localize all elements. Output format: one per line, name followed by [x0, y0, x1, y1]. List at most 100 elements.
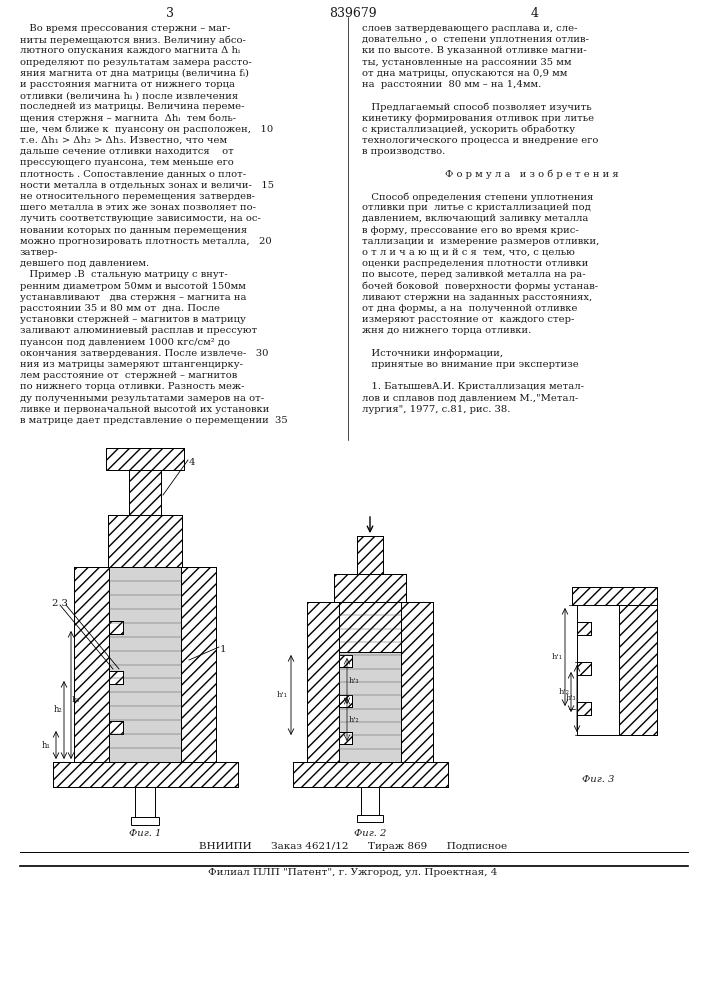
Text: девшего под давлением.: девшего под давлением. [20, 259, 149, 268]
Bar [293, 762, 448, 787]
Bar [109, 671, 123, 684]
Bar [181, 567, 216, 762]
Bar [109, 567, 181, 762]
Text: лов и сплавов под давлением М.,"Метал-: лов и сплавов под давлением М.,"Метал- [362, 394, 578, 403]
Text: ВНИИПИ      Заказ 4621/12      Тираж 869      Подписное: ВНИИПИ Заказ 4621/12 Тираж 869 Подписное [199, 842, 507, 851]
Text: технологического процесса и внедрение его: технологического процесса и внедрение ег… [362, 136, 598, 145]
Text: т.е. Δh₁ > Δh₂ > Δh₃. Известно, что чем: т.е. Δh₁ > Δh₂ > Δh₃. Известно, что чем [20, 136, 227, 145]
Text: лем расстояние от  стержней – магнитов: лем расстояние от стержней – магнитов [20, 371, 238, 380]
Bar [53, 762, 238, 787]
Text: не относительного перемещения затвердев-: не относительного перемещения затвердев- [20, 192, 255, 201]
Bar [181, 567, 216, 762]
Bar [109, 721, 123, 734]
Text: лургия", 1977, с.81, рис. 38.: лургия", 1977, с.81, рис. 38. [362, 405, 510, 414]
Bar [109, 671, 123, 684]
Text: слоев затвердевающего расплава и, сле-: слоев затвердевающего расплава и, сле- [362, 24, 578, 33]
Text: бочей боковой  поверхности формы устанав-: бочей боковой поверхности формы устанав- [362, 282, 598, 291]
Bar [572, 587, 657, 605]
Text: h'₁: h'₁ [552, 653, 563, 661]
Bar [401, 602, 433, 762]
Bar [135, 787, 155, 817]
Text: Фиг. 3: Фиг. 3 [582, 775, 614, 784]
Bar [577, 702, 591, 715]
Text: лютного опускания каждого магнита Δ hᵢ: лютного опускания каждого магнита Δ hᵢ [20, 46, 240, 55]
Text: принятые во внимание при экспертизе: принятые во внимание при экспертизе [362, 360, 579, 369]
Text: шего металла в этих же зонах позволяет по-: шего металла в этих же зонах позволяет п… [20, 203, 256, 212]
Bar [109, 721, 123, 734]
Text: щения стержня – магнита  Δhᵢ  тем боль-: щения стержня – магнита Δhᵢ тем боль- [20, 114, 236, 123]
Text: дальше сечение отливки находится    от: дальше сечение отливки находится от [20, 147, 234, 156]
Text: кинетику формирования отливок при литье: кинетику формирования отливок при литье [362, 114, 594, 123]
Text: ше, чем ближе к  пуансону он расположен,   10: ше, чем ближе к пуансону он расположен, … [20, 125, 273, 134]
Bar [108, 515, 182, 567]
Text: 4: 4 [531, 7, 539, 20]
Bar [577, 702, 591, 715]
Text: жня до нижнего торца отливки.: жня до нижнего торца отливки. [362, 326, 531, 335]
Text: ния из матрицы замеряют штангенцирку-: ния из матрицы замеряют штангенцирку- [20, 360, 243, 369]
Bar [577, 622, 591, 635]
Text: устанавливают   два стержня – магнита на: устанавливают два стержня – магнита на [20, 293, 247, 302]
Bar [131, 817, 159, 825]
Bar [339, 695, 352, 707]
Text: Фиг. 2: Фиг. 2 [354, 829, 386, 838]
Bar [577, 662, 591, 675]
Text: последней из матрицы. Величина переме-: последней из матрицы. Величина переме- [20, 102, 245, 111]
Text: окончания затвердевания. После извлече-   30: окончания затвердевания. После извлече- … [20, 349, 269, 358]
Text: h'₁: h'₁ [277, 691, 288, 699]
Bar [572, 587, 657, 605]
Text: в матрице дает представление о перемещении  35: в матрице дает представление о перемещен… [20, 416, 288, 425]
Text: Пример .В  стальную матрицу с внут-: Пример .В стальную матрицу с внут- [20, 270, 228, 279]
Bar [334, 574, 406, 602]
Text: с кристаллизацией, ускорить обработку: с кристаллизацией, ускорить обработку [362, 125, 575, 134]
Bar [577, 622, 591, 635]
Text: Во время прессования стержни – маг-: Во время прессования стержни – маг- [20, 24, 230, 33]
Text: h₁: h₁ [42, 740, 51, 750]
Text: h'₃: h'₃ [349, 677, 359, 685]
Bar [129, 470, 161, 515]
Text: ливают стержни на заданных расстояниях,: ливают стержни на заданных расстояниях, [362, 293, 592, 302]
Bar [339, 602, 401, 762]
Text: затвер-: затвер- [20, 248, 59, 257]
Bar [129, 470, 161, 515]
Text: лучить соответствующие зависимости, на ос-: лучить соответствующие зависимости, на о… [20, 214, 261, 223]
Text: установки стержней – магнитов в матрицу: установки стержней – магнитов в матрицу [20, 315, 246, 324]
Text: яния магнита от дна матрицы (величина fᵢ): яния магнита от дна матрицы (величина fᵢ… [20, 69, 249, 78]
Text: ности металла в отдельных зонах и величи-   15: ности металла в отдельных зонах и величи… [20, 181, 274, 190]
Text: ду полученными результатами замеров на от-: ду полученными результатами замеров на о… [20, 394, 264, 403]
Bar [293, 762, 448, 787]
Text: Источники информации,: Источники информации, [362, 349, 503, 358]
Bar [307, 602, 339, 762]
Text: Фиг. 1: Фиг. 1 [129, 829, 161, 838]
Bar [109, 621, 123, 634]
Text: по высоте, перед заливкой металла на ра-: по высоте, перед заливкой металла на ра- [362, 270, 585, 279]
Text: Филиал ПЛП "Патент", г. Ужгород, ул. Проектная, 4: Филиал ПЛП "Патент", г. Ужгород, ул. Про… [209, 868, 498, 877]
Text: оценки распределения плотности отливки: оценки распределения плотности отливки [362, 259, 588, 268]
Text: h₃: h₃ [72, 696, 81, 704]
Text: ниты перемещаются вниз. Величину абсо-: ниты перемещаются вниз. Величину абсо- [20, 35, 246, 45]
Bar [339, 732, 352, 744]
Text: давлением, включающий заливку металла: давлением, включающий заливку металла [362, 214, 588, 223]
Bar [401, 602, 433, 762]
Bar [339, 695, 352, 707]
Text: можно прогнозировать плотность металла,   20: можно прогнозировать плотность металла, … [20, 237, 271, 246]
Bar [53, 762, 238, 787]
Bar [307, 602, 339, 762]
Bar [106, 448, 184, 470]
Bar [339, 597, 401, 652]
Bar [339, 602, 401, 762]
Text: 1. БатышевА.И. Кристаллизация метал-: 1. БатышевА.И. Кристаллизация метал- [362, 382, 584, 391]
Text: от дна матрицы, опускаются на 0,9 мм: от дна матрицы, опускаются на 0,9 мм [362, 69, 568, 78]
Text: h₂: h₂ [53, 706, 62, 714]
Bar [361, 787, 379, 815]
Text: плотность . Сопоставление данных о плот-: плотность . Сопоставление данных о плот- [20, 170, 246, 179]
Text: таллизации и  измерение размеров отливки,: таллизации и измерение размеров отливки, [362, 237, 600, 246]
Text: h'₂: h'₂ [349, 716, 360, 724]
Text: о т л и ч а ю щ и й с я  тем, что, с целью: о т л и ч а ю щ и й с я тем, что, с цель… [362, 248, 575, 257]
Text: на  расстоянии  80 мм – на 1,4мм.: на расстоянии 80 мм – на 1,4мм. [362, 80, 542, 89]
Text: от дна формы, а на  полученной отливке: от дна формы, а на полученной отливке [362, 304, 578, 313]
Bar [357, 536, 383, 574]
Text: довательно , о  степени уплотнения отлив-: довательно , о степени уплотнения отлив- [362, 35, 589, 44]
Text: 1: 1 [220, 645, 226, 654]
Text: отливки при  литье с кристаллизацией под: отливки при литье с кристаллизацией под [362, 203, 591, 212]
Text: новании которых по данным перемещения: новании которых по данным перемещения [20, 226, 247, 235]
